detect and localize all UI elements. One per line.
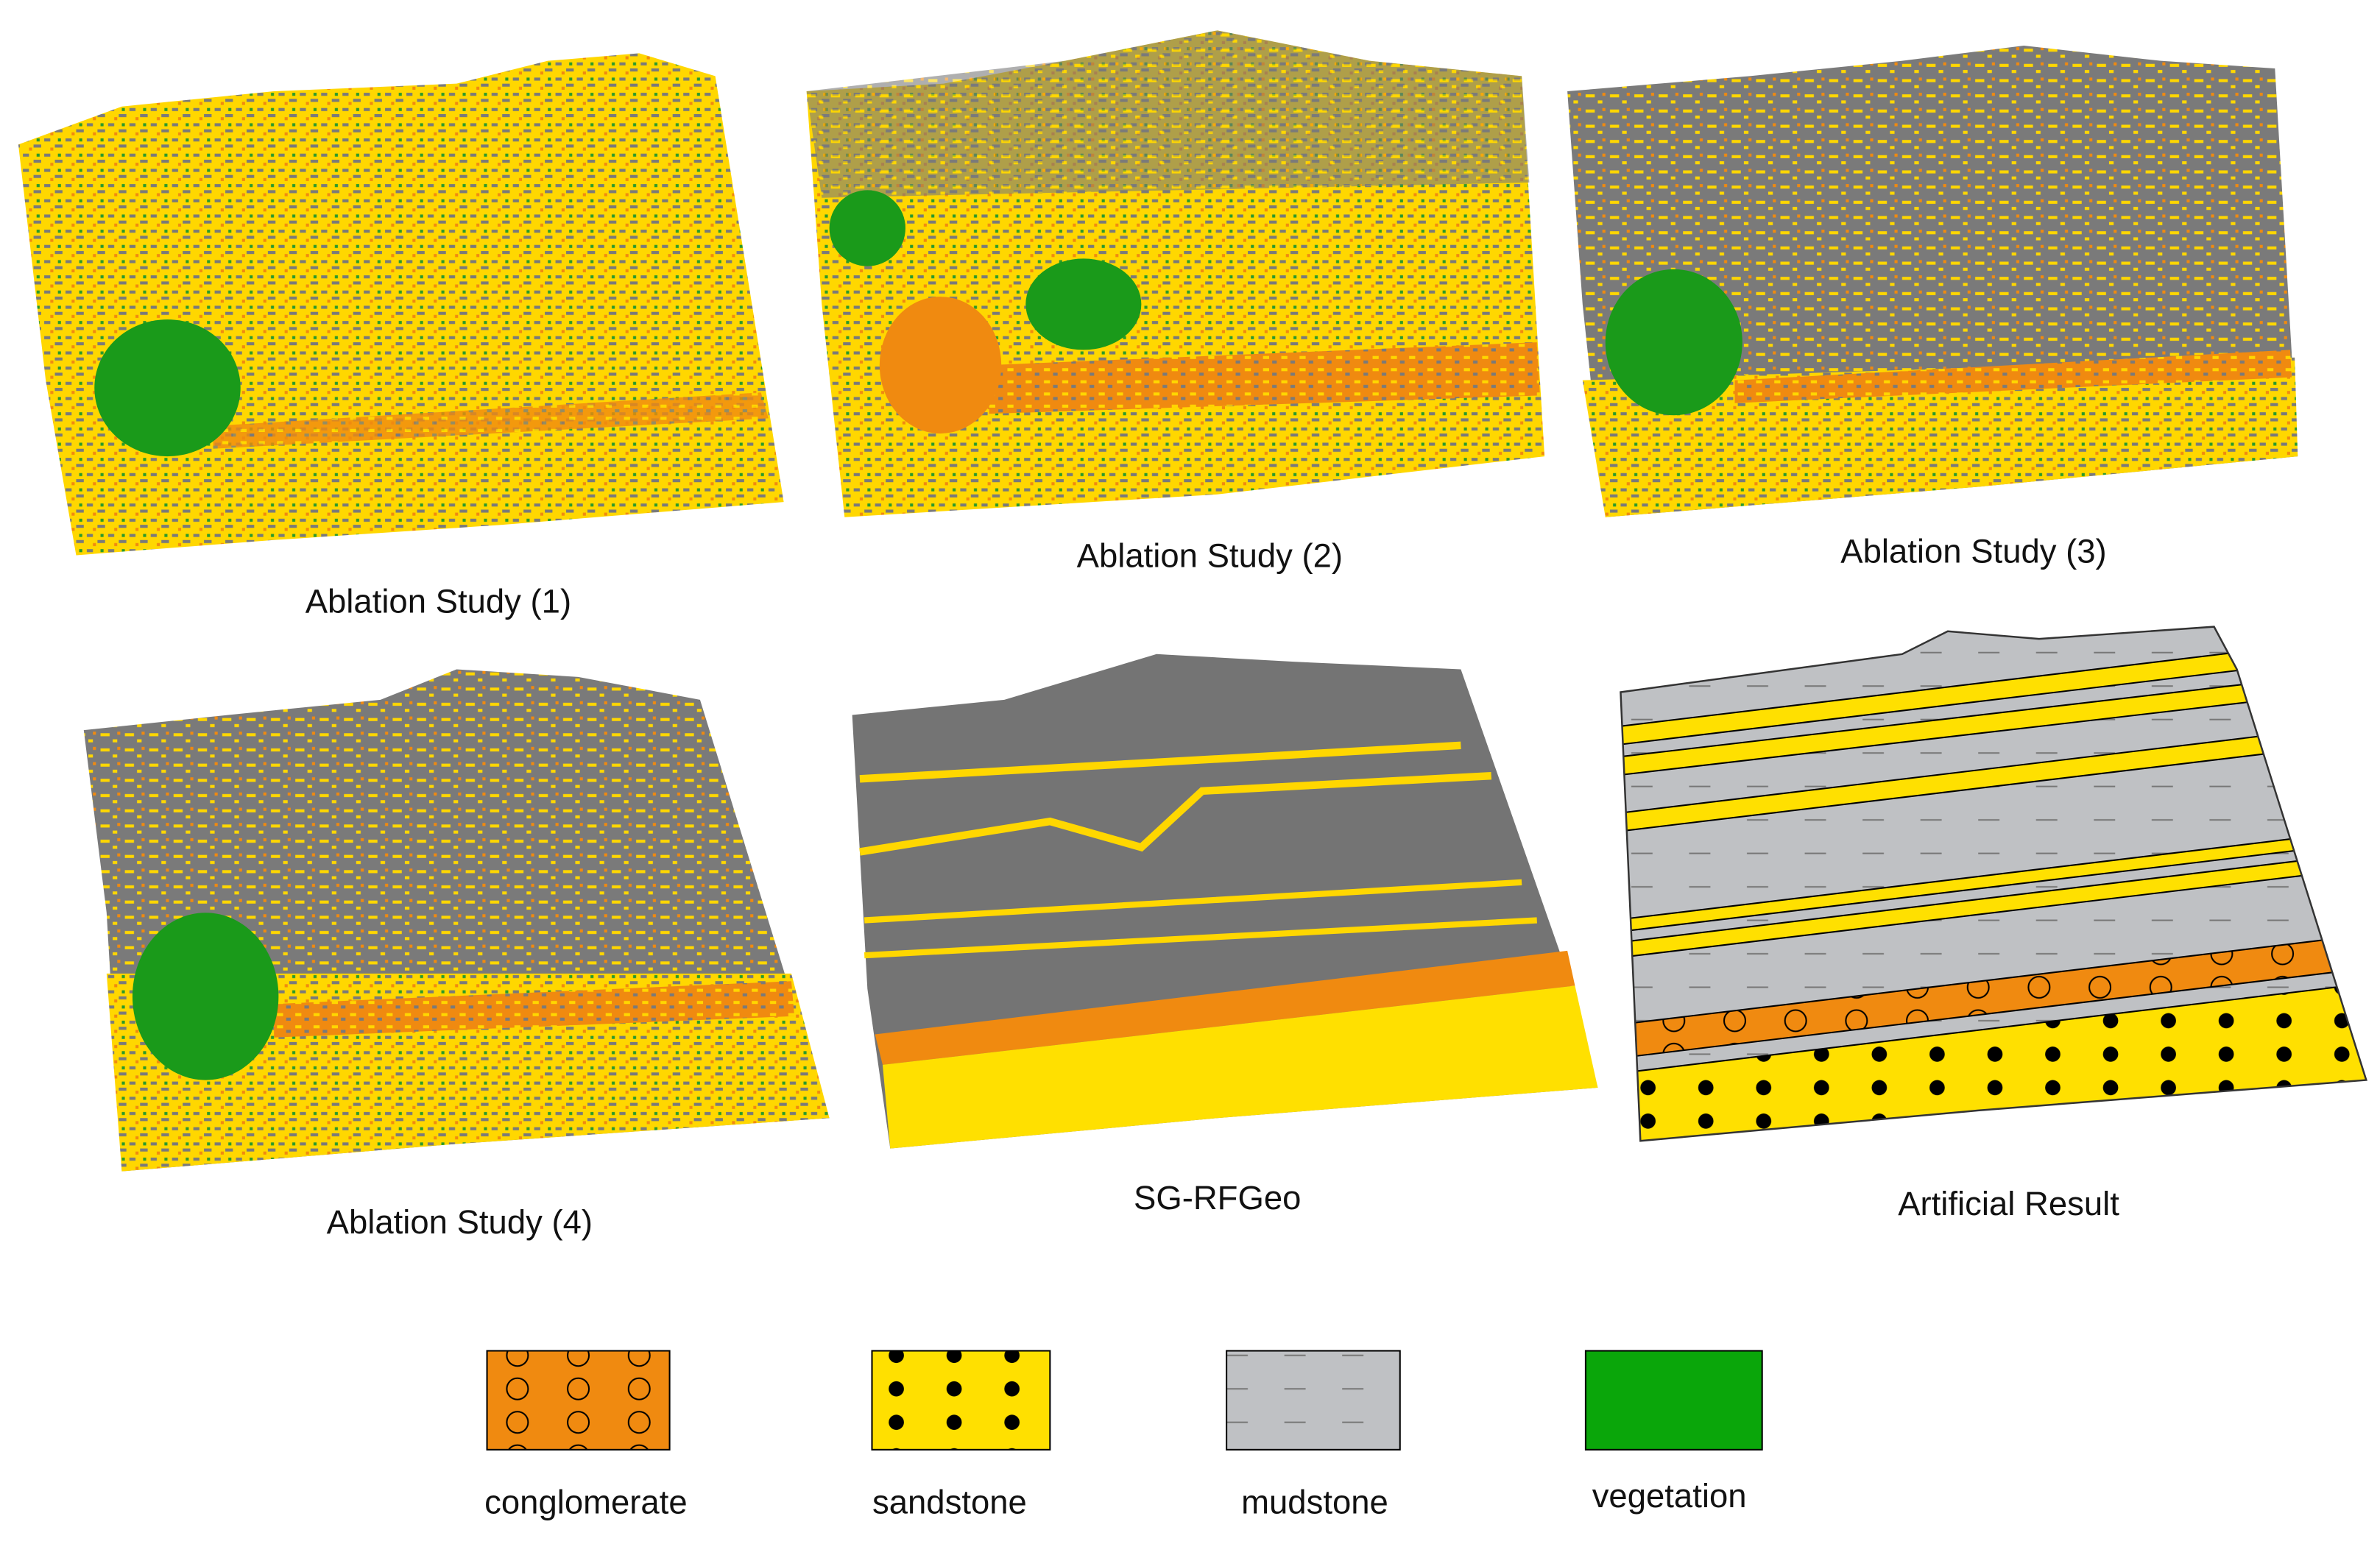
panel-2: Ablation Study (2)	[806, 30, 1545, 575]
panel-label: Ablation Study (2)	[1077, 537, 1343, 575]
legend-label: sandstone	[872, 1483, 1027, 1520]
legend-item: vegetation	[1584, 1350, 1763, 1515]
band	[875, 950, 1575, 1065]
vegetation-patch	[1025, 258, 1142, 350]
vegetation-patch	[829, 190, 905, 266]
panel-label: SG-RFGeo	[1134, 1179, 1301, 1217]
panel-6: Artificial Result	[1620, 626, 2367, 1222]
band	[989, 342, 1540, 414]
legend-label: vegetation	[1592, 1477, 1747, 1515]
legend-item: sandstone	[871, 1350, 1051, 1520]
vegetation-patch	[1605, 269, 1742, 416]
panel-1: Ablation Study (1)	[18, 53, 784, 620]
legend-label: mudstone	[1241, 1483, 1388, 1520]
vegetation-patch	[132, 913, 279, 1080]
band	[213, 392, 769, 449]
outline	[1620, 626, 2367, 1142]
panel-3: Ablation Study (3)	[1567, 46, 2298, 570]
map	[18, 53, 784, 556]
panel-5: SG-RFGeo	[852, 654, 1598, 1217]
legend-item: conglomerate	[484, 1350, 688, 1520]
band	[859, 741, 1461, 783]
legend-item: mudstone	[1226, 1350, 1401, 1520]
band	[864, 879, 1537, 959]
legend-label: conglomerate	[484, 1483, 687, 1520]
conglomerate-patch	[879, 297, 1002, 434]
legend-swatch	[486, 1350, 671, 1451]
band	[806, 30, 1530, 198]
panel-label: Ablation Study (1)	[306, 583, 571, 620]
panel-label: Ablation Study (3)	[1840, 532, 2106, 570]
panel-label: Ablation Study (4)	[327, 1203, 593, 1241]
band	[882, 985, 1598, 1149]
vegetation-patch	[94, 319, 241, 457]
legend-swatch	[1226, 1350, 1401, 1451]
band	[1734, 350, 2292, 403]
band	[274, 981, 795, 1038]
panel-4: Ablation Study (4)	[83, 669, 830, 1241]
legend-swatch	[871, 1350, 1051, 1451]
band	[859, 772, 1492, 856]
legend: conglomerate sandstone mudstone vegetati…	[484, 1350, 1763, 1520]
panel-label: Artificial Result	[1898, 1185, 2119, 1222]
legend-swatch	[1584, 1350, 1763, 1451]
